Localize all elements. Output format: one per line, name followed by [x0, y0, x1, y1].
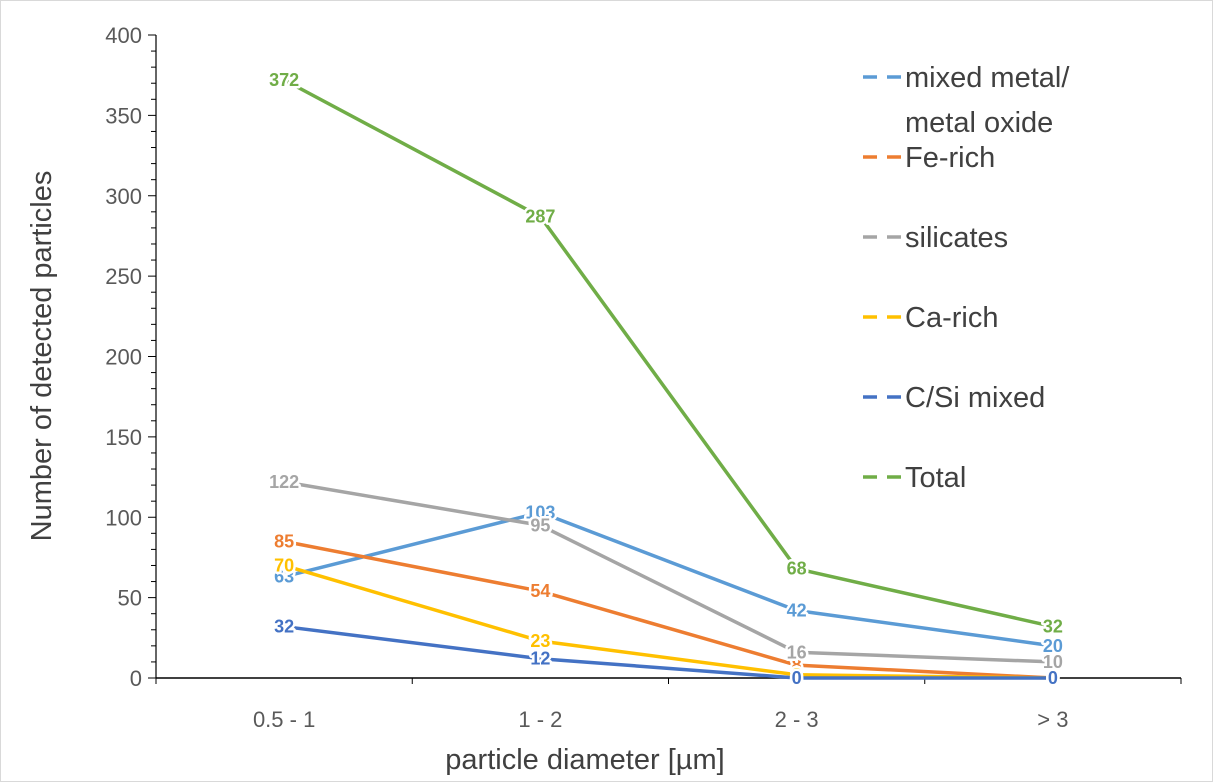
- series-line-mixed-metal-metal-oxide: [282, 510, 1055, 648]
- data-label: 54: [530, 581, 550, 601]
- data-label-halo: 85: [274, 531, 294, 551]
- data-label-halo: 68: [787, 559, 807, 579]
- data-label-halo: 12: [530, 649, 550, 669]
- data-label-halo: 0: [792, 668, 802, 688]
- data-label: 16: [787, 642, 807, 662]
- x-tick-label: 0.5 - 1: [253, 707, 315, 732]
- legend-label: Total: [905, 462, 966, 494]
- data-label-halo: 20: [1043, 636, 1063, 656]
- legend-label: Ca-rich: [905, 302, 998, 334]
- data-label: 68: [787, 559, 807, 579]
- y-tick-label: 50: [118, 586, 142, 611]
- data-label-halo: 0: [1048, 668, 1058, 688]
- series-line-total: [282, 78, 1055, 629]
- data-label: 287: [525, 207, 555, 227]
- data-label: 8: [792, 655, 802, 675]
- data-label: 20: [1043, 636, 1063, 656]
- data-label: 70: [274, 555, 294, 575]
- data-label: 0: [1048, 668, 1058, 688]
- data-label-halo: 122: [269, 472, 299, 492]
- data-label: 103: [525, 502, 555, 522]
- data-label: 85: [274, 531, 294, 551]
- data-label-halo: 16: [787, 642, 807, 662]
- data-label-halo: 8: [792, 655, 802, 675]
- series-line-fe-rich: [282, 539, 1055, 680]
- y-tick-label: 0: [130, 666, 142, 691]
- data-label-halo: 23: [530, 631, 550, 651]
- data-label: 23: [530, 631, 550, 651]
- y-tick-label: 250: [105, 264, 142, 289]
- data-label-halo: 10: [1043, 652, 1063, 672]
- x-tick-label: 1 - 2: [518, 707, 562, 732]
- data-label: 0: [1048, 668, 1058, 688]
- data-label-halo: 0: [1048, 668, 1058, 688]
- legend-label: metal oxide: [905, 107, 1053, 139]
- data-label-halo: 70: [274, 555, 294, 575]
- series-line-ca-rich: [282, 563, 1055, 680]
- x-tick-label: > 3: [1037, 707, 1068, 732]
- y-axis-title: Number of detected particles: [26, 171, 58, 542]
- data-label-halo: 103: [525, 502, 555, 522]
- data-label: 2: [792, 665, 802, 685]
- data-label-halo: 2: [792, 665, 802, 685]
- data-label: 12: [530, 649, 550, 669]
- series-lines: [282, 78, 1055, 680]
- data-label-halo: 32: [274, 617, 294, 637]
- data-label-halo: 95: [530, 515, 550, 535]
- y-tick-label: 100: [105, 505, 142, 530]
- data-label-halo: 54: [530, 581, 550, 601]
- data-label: 63: [274, 567, 294, 587]
- legend-label: C/Si mixed: [905, 382, 1045, 414]
- data-label: 42: [787, 600, 807, 620]
- data-label: 122: [269, 472, 299, 492]
- y-tick-label: 200: [105, 345, 142, 370]
- data-label: 10: [1043, 652, 1063, 672]
- legend-item: Fe-rich: [863, 142, 995, 174]
- legend-item: silicates: [863, 222, 1008, 254]
- x-tick-label: 2 - 3: [775, 707, 819, 732]
- legend-label: silicates: [905, 222, 1008, 254]
- legend-label: mixed metal/: [905, 62, 1070, 94]
- data-label-halo: 287: [525, 207, 555, 227]
- data-label-halo: 372: [269, 70, 299, 90]
- legend-item: C/Si mixed: [863, 382, 1045, 414]
- data-label-halo: 32: [1043, 617, 1063, 637]
- data-label: 32: [1043, 617, 1063, 637]
- y-tick-label: 350: [105, 103, 142, 128]
- data-label-halo: 0: [1048, 668, 1058, 688]
- data-label-halo: 42: [787, 600, 807, 620]
- data-label: 0: [792, 668, 802, 688]
- y-tick-label: 300: [105, 184, 142, 209]
- data-label-halo: 63: [274, 567, 294, 587]
- legend-label: Fe-rich: [905, 142, 995, 174]
- x-axis-title: particle diameter [µm]: [445, 744, 724, 776]
- data-label: 0: [1048, 668, 1058, 688]
- series-line-silicates: [282, 480, 1055, 664]
- legend-item: mixed metal/metal oxide: [863, 62, 1070, 139]
- data-label: 95: [530, 515, 550, 535]
- series-line-c-si-mixed: [282, 624, 1055, 680]
- y-tick-label: 400: [105, 23, 142, 48]
- data-labels: 6363103103424220208585545488001221229595…: [267, 68, 1066, 691]
- data-label: 32: [274, 617, 294, 637]
- y-tick-label: 150: [105, 425, 142, 450]
- legend-item: Total: [863, 462, 966, 494]
- data-label: 372: [269, 70, 299, 90]
- legend-item: Ca-rich: [863, 302, 998, 334]
